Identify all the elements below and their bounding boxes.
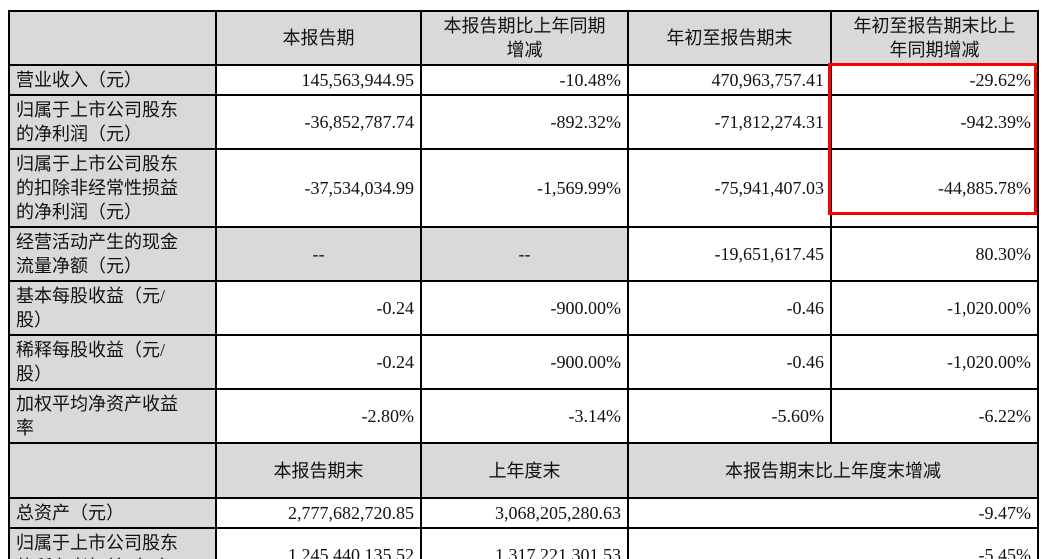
table-row-revenue: 营业收入（元） 145,563,944.95 -10.48% 470,963,7…	[8, 64, 1039, 96]
row-label: 经营活动产生的现金 流量净额（元）	[8, 226, 217, 282]
cell-value: -9.47%	[627, 497, 1039, 529]
cell-value: -2.80%	[215, 388, 422, 444]
row-label: 归属于上市公司股东 的净利润（元）	[8, 94, 217, 150]
table-row-weighted-roe: 加权平均净资产收益 率 -2.80% -3.14% -5.60% -6.22%	[8, 388, 1039, 444]
header-cell-ytd-change: 年初至报告期末比上 年同期增减	[830, 10, 1039, 66]
row-label: 营业收入（元）	[8, 64, 217, 96]
table-row-owners-equity: 归属于上市公司股东 的所有者权益（元） 1,245,440,135.52 1,3…	[8, 527, 1039, 559]
financial-summary-table: 本报告期 本报告期比上年同期 增减 年初至报告期末 年初至报告期末比上 年同期增…	[8, 10, 1039, 559]
cell-value: -900.00%	[420, 334, 629, 390]
table-row-net-profit-excl-nonrecurring: 归属于上市公司股东 的扣除非经常性损益 的净利润（元） -37,534,034.…	[8, 148, 1039, 228]
row-label: 稀释每股收益（元/ 股）	[8, 334, 217, 390]
header-cell-blank	[8, 442, 217, 499]
cell-value-highlighted: -942.39%	[830, 94, 1039, 150]
cell-value: 80.30%	[830, 226, 1039, 282]
row-label: 归属于上市公司股东 的所有者权益（元）	[8, 527, 217, 559]
cell-value: -5.60%	[627, 388, 832, 444]
table-row-basic-eps: 基本每股收益（元/ 股） -0.24 -900.00% -0.46 -1,020…	[8, 280, 1039, 336]
cell-value-highlighted: -29.62%	[830, 64, 1039, 96]
cell-value: -1,020.00%	[830, 280, 1039, 336]
cell-value: -36,852,787.74	[215, 94, 422, 150]
cell-value: 3,068,205,280.63	[420, 497, 629, 529]
header-cell-blank	[8, 10, 217, 66]
table-row-total-assets: 总资产（元） 2,777,682,720.85 3,068,205,280.63…	[8, 497, 1039, 529]
cell-value: 2,777,682,720.85	[215, 497, 422, 529]
cell-value-na: --	[420, 226, 629, 282]
cell-value: -0.24	[215, 280, 422, 336]
cell-value: -71,812,274.31	[627, 94, 832, 150]
cell-value: -3.14%	[420, 388, 629, 444]
cell-value: -19,651,617.45	[627, 226, 832, 282]
row-label: 总资产（元）	[8, 497, 217, 529]
cell-value: -0.46	[627, 334, 832, 390]
header-row-period: 本报告期 本报告期比上年同期 增减 年初至报告期末 年初至报告期末比上 年同期增…	[8, 10, 1039, 66]
cell-value-na: --	[215, 226, 422, 282]
header-cell-period-end: 本报告期末	[215, 442, 422, 499]
table-row-net-profit: 归属于上市公司股东 的净利润（元） -36,852,787.74 -892.32…	[8, 94, 1039, 150]
cell-value: -1,020.00%	[830, 334, 1039, 390]
cell-value: -37,534,034.99	[215, 148, 422, 228]
table-row-operating-cash-flow: 经营活动产生的现金 流量净额（元） -- -- -19,651,617.45 8…	[8, 226, 1039, 282]
header-cell-current-period: 本报告期	[215, 10, 422, 66]
cell-value: -900.00%	[420, 280, 629, 336]
cell-value: 470,963,757.41	[627, 64, 832, 96]
cell-value: 1,317,221,301.53	[420, 527, 629, 559]
header-cell-ytd: 年初至报告期末	[627, 10, 832, 66]
cell-value: -892.32%	[420, 94, 629, 150]
cell-value: -0.46	[627, 280, 832, 336]
header-row-period-end: 本报告期末 上年度末 本报告期末比上年度末增减	[8, 442, 1039, 499]
cell-value: -5.45%	[627, 527, 1039, 559]
row-label: 加权平均净资产收益 率	[8, 388, 217, 444]
cell-value: -10.48%	[420, 64, 629, 96]
cell-value: -0.24	[215, 334, 422, 390]
cell-value: -75,941,407.03	[627, 148, 832, 228]
cell-value: 145,563,944.95	[215, 64, 422, 96]
cell-value: -6.22%	[830, 388, 1039, 444]
header-cell-period-end-change: 本报告期末比上年度末增减	[627, 442, 1039, 499]
cell-value: -1,569.99%	[420, 148, 629, 228]
row-label: 归属于上市公司股东 的扣除非经常性损益 的净利润（元）	[8, 148, 217, 228]
header-cell-period-change: 本报告期比上年同期 增减	[420, 10, 629, 66]
cell-value: 1,245,440,135.52	[215, 527, 422, 559]
table-row-diluted-eps: 稀释每股收益（元/ 股） -0.24 -900.00% -0.46 -1,020…	[8, 334, 1039, 390]
row-label: 基本每股收益（元/ 股）	[8, 280, 217, 336]
cell-value-highlighted: -44,885.78%	[830, 148, 1039, 228]
header-cell-prior-year-end: 上年度末	[420, 442, 629, 499]
